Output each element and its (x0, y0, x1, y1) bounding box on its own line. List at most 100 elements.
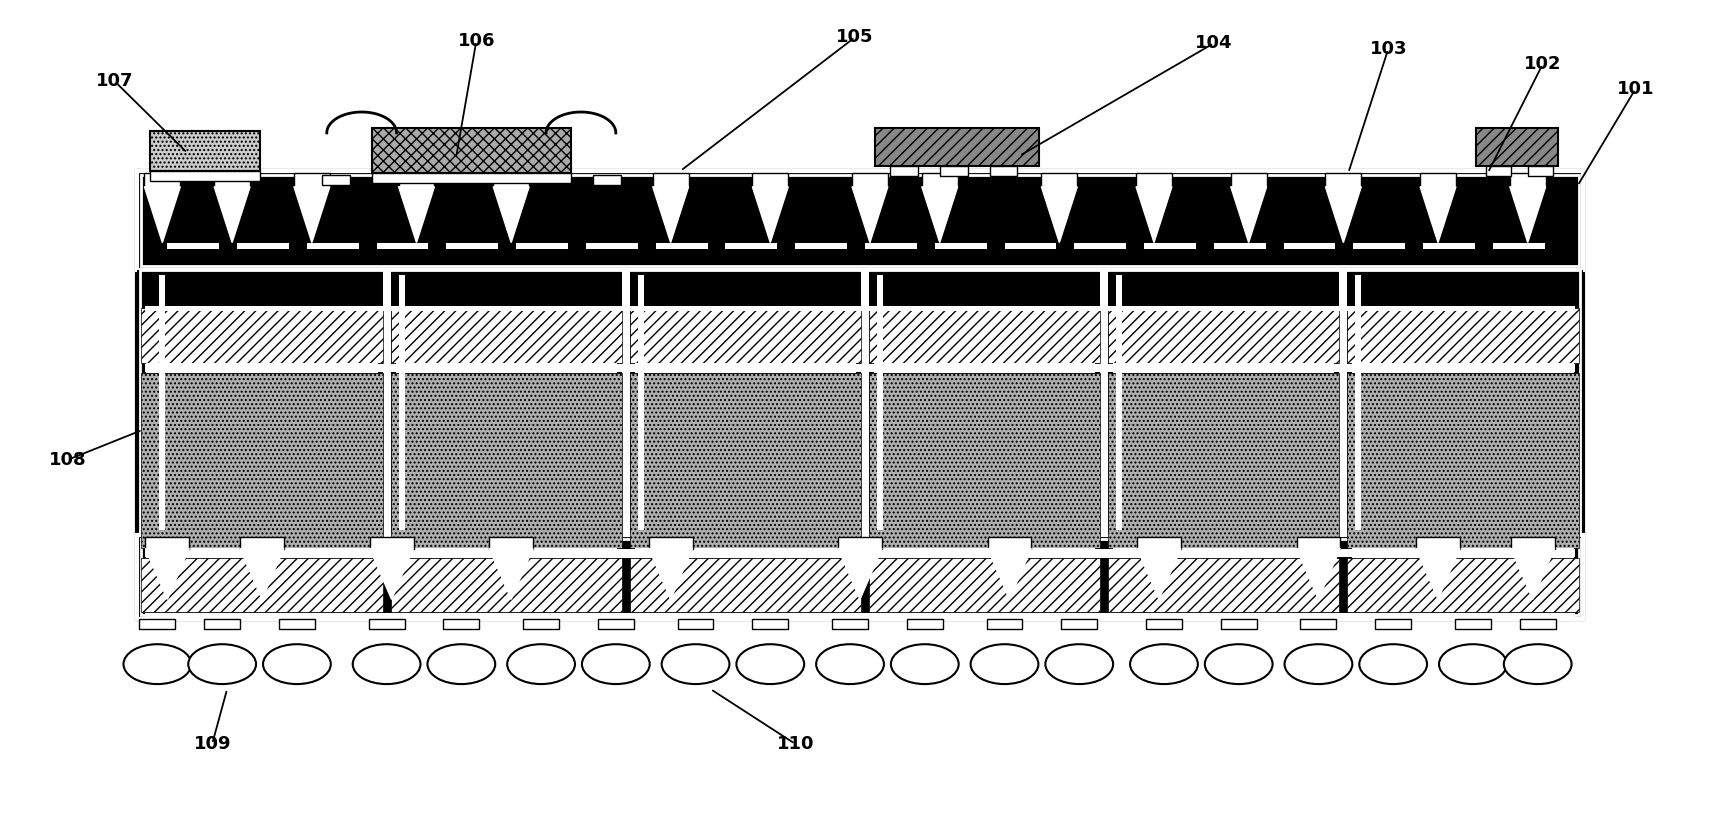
Bar (852, 173, 888, 187)
Bar (1354, 275, 1361, 529)
Ellipse shape (970, 644, 1037, 684)
Polygon shape (838, 548, 881, 599)
Bar (876, 275, 883, 529)
Bar (1143, 552, 1195, 558)
Polygon shape (920, 187, 956, 242)
Bar (1004, 242, 1056, 248)
Ellipse shape (507, 644, 574, 684)
Bar (1519, 619, 1555, 630)
Bar (146, 307, 1573, 312)
Bar (279, 619, 315, 630)
Bar (907, 619, 943, 630)
Bar (629, 557, 860, 612)
Bar (989, 166, 1016, 176)
Bar (1484, 166, 1510, 176)
Polygon shape (293, 187, 329, 242)
Bar (1282, 552, 1335, 558)
Text: 107: 107 (96, 72, 134, 90)
Bar (151, 131, 261, 171)
Bar (1325, 173, 1361, 187)
Bar (372, 173, 571, 182)
Bar (1375, 619, 1411, 630)
Bar (655, 552, 708, 558)
Bar (240, 537, 285, 548)
Polygon shape (1508, 187, 1544, 242)
Bar (151, 171, 261, 181)
Bar (795, 552, 847, 558)
Bar (159, 275, 165, 529)
Bar (396, 547, 617, 557)
Text: 104: 104 (1195, 35, 1232, 53)
Bar (137, 171, 1582, 619)
Ellipse shape (189, 644, 255, 684)
Bar (677, 619, 713, 630)
Bar (1112, 547, 1333, 557)
Bar (1352, 547, 1573, 557)
Ellipse shape (1359, 644, 1426, 684)
Bar (1135, 173, 1171, 187)
Polygon shape (146, 548, 189, 599)
Ellipse shape (1503, 644, 1570, 684)
Bar (1510, 537, 1553, 548)
Bar (1061, 619, 1097, 630)
Bar (377, 552, 428, 558)
Bar (831, 619, 867, 630)
Bar (146, 547, 377, 557)
Bar (638, 275, 643, 529)
Bar (146, 548, 1573, 556)
Text: 108: 108 (48, 450, 86, 469)
Bar (391, 373, 622, 547)
Polygon shape (240, 548, 285, 599)
Bar (146, 537, 189, 548)
Polygon shape (752, 187, 788, 242)
Polygon shape (987, 548, 1030, 599)
Bar (1527, 166, 1551, 176)
Polygon shape (144, 187, 180, 242)
Bar (382, 270, 391, 534)
Bar (141, 538, 1577, 616)
Bar (986, 619, 1022, 630)
Polygon shape (494, 187, 530, 242)
Bar (1107, 308, 1339, 363)
Bar (1423, 242, 1474, 248)
Bar (1073, 242, 1126, 248)
Bar (237, 552, 288, 558)
Ellipse shape (890, 644, 958, 684)
Polygon shape (1510, 548, 1553, 599)
Polygon shape (1135, 187, 1171, 242)
Bar (874, 128, 1039, 166)
Bar (1220, 619, 1256, 630)
Bar (629, 373, 860, 547)
Bar (446, 552, 499, 558)
Bar (307, 242, 358, 248)
Polygon shape (648, 548, 692, 599)
Bar (598, 619, 634, 630)
Polygon shape (1416, 548, 1459, 599)
Polygon shape (1419, 187, 1455, 242)
Bar (141, 557, 382, 612)
Bar (391, 308, 622, 363)
Bar (398, 173, 434, 187)
Bar (1347, 373, 1577, 547)
Bar (1145, 619, 1181, 630)
Bar (1423, 552, 1474, 558)
Bar (146, 613, 1573, 618)
Bar (648, 537, 692, 548)
Bar (377, 242, 428, 248)
Bar (890, 166, 917, 176)
Bar (860, 270, 869, 534)
Bar (1508, 173, 1544, 187)
Ellipse shape (581, 644, 650, 684)
Bar (139, 619, 175, 630)
Polygon shape (1136, 548, 1181, 599)
Bar (586, 242, 638, 248)
Bar (1296, 537, 1340, 548)
Polygon shape (653, 187, 689, 242)
Text: 105: 105 (836, 28, 872, 46)
Ellipse shape (353, 644, 420, 684)
Bar (653, 173, 689, 187)
Ellipse shape (262, 644, 331, 684)
Bar (168, 552, 219, 558)
Bar (864, 552, 917, 558)
Bar (1352, 552, 1404, 558)
